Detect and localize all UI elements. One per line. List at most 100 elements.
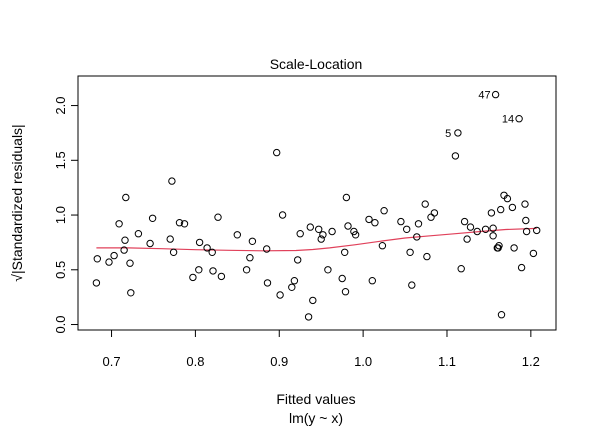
data-point xyxy=(454,129,462,137)
data-point xyxy=(430,209,439,217)
data-point xyxy=(463,235,471,243)
data-point xyxy=(403,225,411,234)
data-point xyxy=(427,213,435,221)
data-point xyxy=(489,224,497,232)
data-point xyxy=(351,231,360,239)
data-point xyxy=(248,237,257,246)
data-point xyxy=(263,279,272,287)
data-point xyxy=(309,296,317,305)
data-point xyxy=(406,248,414,257)
data-point xyxy=(517,263,526,272)
data-point xyxy=(246,254,254,262)
data-point xyxy=(413,233,421,241)
y-axis: 0.0 0.5 1.0 1.5 2.0 xyxy=(53,97,79,334)
y-tick-label: 2.0 xyxy=(53,97,68,115)
data-point xyxy=(491,90,500,99)
data-point xyxy=(510,244,518,252)
point-label: 14 xyxy=(502,114,514,126)
data-point xyxy=(328,227,336,236)
data-point xyxy=(276,291,284,299)
x-axis: 0.7 0.8 0.9 1.0 1.1 1.2 xyxy=(103,329,540,369)
data-point xyxy=(380,207,388,215)
data-point xyxy=(317,235,325,243)
data-point xyxy=(515,115,523,123)
data-point xyxy=(134,230,143,238)
data-point xyxy=(110,251,118,260)
data-point xyxy=(529,249,538,258)
data-point xyxy=(127,289,135,297)
data-point xyxy=(481,225,490,234)
data-point xyxy=(105,258,113,266)
data-point xyxy=(180,220,189,228)
point-label: 47 xyxy=(478,90,490,102)
data-point xyxy=(344,222,352,230)
data-point xyxy=(497,205,505,214)
data-point xyxy=(421,200,429,208)
data-point xyxy=(342,193,351,202)
data-point xyxy=(306,223,314,231)
data-point xyxy=(294,256,302,264)
data-point xyxy=(195,238,204,247)
x-axis-label: Fitted values xyxy=(276,391,355,407)
data-point xyxy=(457,265,465,273)
data-point xyxy=(489,232,497,240)
point-labels: 47 14 5 xyxy=(445,90,514,140)
data-point xyxy=(451,152,460,160)
data-point xyxy=(341,288,350,296)
data-point xyxy=(121,236,129,244)
data-point xyxy=(487,209,496,217)
data-point xyxy=(368,277,376,285)
data-point xyxy=(319,231,327,239)
data-point xyxy=(148,214,157,223)
data-point xyxy=(214,213,222,221)
plot-frame xyxy=(77,75,557,331)
data-point xyxy=(533,226,541,235)
point-label: 5 xyxy=(445,128,451,140)
data-point xyxy=(169,248,178,257)
data-point xyxy=(365,215,373,224)
data-point xyxy=(290,277,299,285)
data-point xyxy=(495,242,503,250)
data-point xyxy=(397,217,405,226)
data-point xyxy=(522,216,530,225)
data-point xyxy=(92,279,101,287)
data-point xyxy=(304,313,313,321)
data-point xyxy=(508,203,517,212)
y-tick-label: 0.0 xyxy=(53,315,68,333)
data-points xyxy=(92,90,541,321)
data-point xyxy=(208,248,216,257)
data-point xyxy=(324,266,332,274)
data-point xyxy=(189,273,197,282)
data-point xyxy=(120,246,128,254)
data-point xyxy=(288,283,296,291)
data-point xyxy=(166,235,174,243)
x-tick-label: 1.2 xyxy=(522,354,540,369)
data-point xyxy=(497,311,506,319)
data-point xyxy=(521,200,529,208)
data-point xyxy=(203,244,211,252)
data-point xyxy=(460,217,469,226)
x-tick-label: 1.0 xyxy=(354,354,372,369)
data-point xyxy=(408,281,416,289)
data-point xyxy=(217,272,226,281)
data-point xyxy=(146,239,154,248)
data-point xyxy=(503,194,512,203)
data-point xyxy=(195,266,203,274)
data-point xyxy=(296,230,304,238)
smooth-line xyxy=(96,227,537,252)
data-point xyxy=(115,220,123,228)
data-point xyxy=(233,231,242,239)
y-tick-label: 0.5 xyxy=(53,261,68,279)
data-point xyxy=(522,227,531,236)
data-point xyxy=(378,242,387,250)
data-point xyxy=(122,193,130,202)
data-point xyxy=(126,259,134,267)
data-point xyxy=(93,255,102,263)
data-point xyxy=(278,211,287,219)
model-sublabel: lm(y ~ x) xyxy=(289,410,343,426)
data-point xyxy=(423,252,431,261)
x-tick-label: 1.1 xyxy=(438,354,456,369)
data-point xyxy=(341,248,349,257)
y-tick-label: 1.0 xyxy=(53,206,68,224)
